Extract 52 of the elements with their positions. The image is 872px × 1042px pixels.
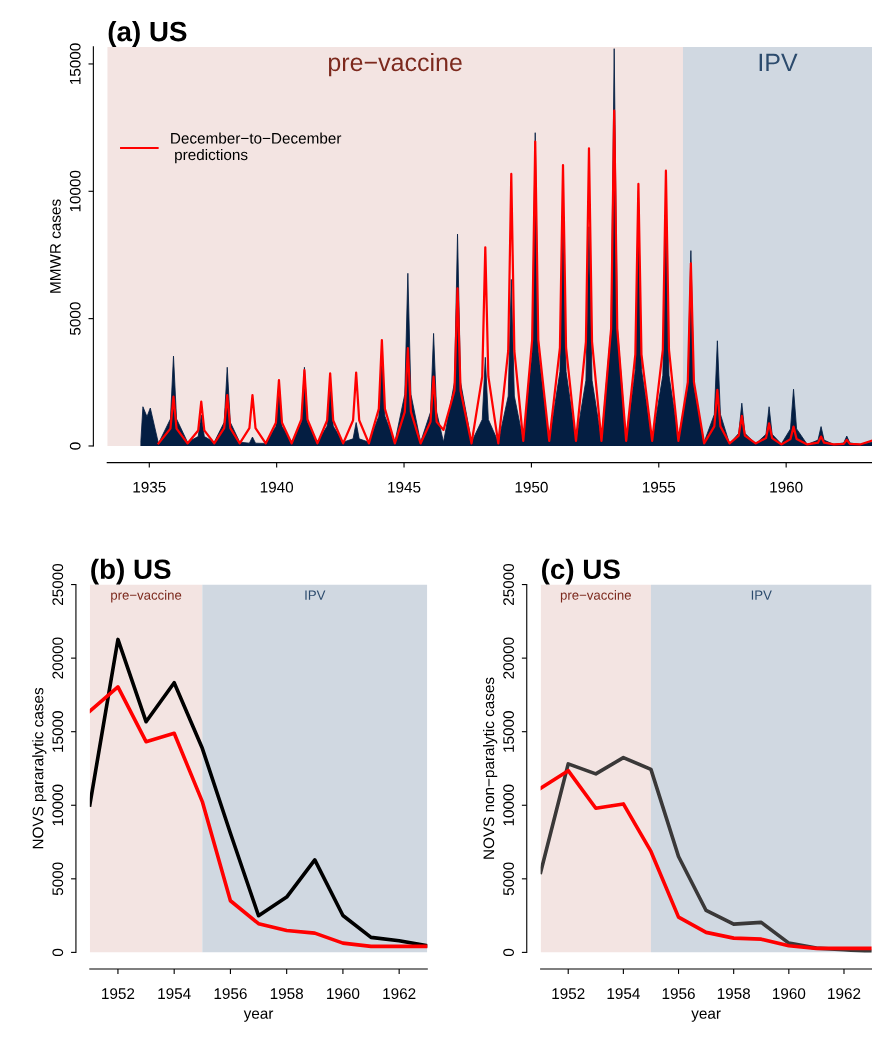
x-tick-label: 1952 [552, 988, 585, 1000]
x-tick-label: 1954 [607, 988, 640, 1000]
x-tick-label: 1962 [828, 988, 861, 1000]
x-tick-label: 1955 [642, 481, 676, 493]
line-series [89, 685, 428, 949]
y-tick-label: 20000 [52, 637, 64, 679]
x-tick-label: 1954 [158, 988, 191, 1000]
x-tick-label: 1945 [388, 481, 421, 493]
band-label: IPV [759, 53, 798, 71]
legend-label: December−to−December predictions [171, 132, 342, 164]
line-series [157, 109, 872, 446]
chart-title: (a) US [108, 21, 187, 47]
x-tick-label: 1950 [515, 481, 548, 493]
y-tick-label: 15000 [503, 711, 515, 752]
x-tick-label: 1962 [383, 988, 416, 1000]
x-tick-label: 1960 [770, 481, 803, 493]
y-tick-label: 25000 [52, 563, 64, 606]
y-tick-label: 0 [69, 442, 81, 450]
y-tick-label: 5000 [503, 862, 515, 896]
y-tick-label: 10000 [503, 784, 515, 826]
y-tick-label: 15000 [52, 711, 64, 752]
band-label: pre−vaccine [111, 590, 182, 603]
y-tick-label: 10000 [69, 170, 81, 212]
x-tick-label: 1958 [270, 988, 303, 1000]
y-tick-label: 0 [52, 948, 64, 957]
y-axis-title: NOVS non−paralytic cases [482, 677, 498, 859]
x-tick-label: 1958 [717, 988, 751, 1000]
x-tick-label: 1956 [214, 988, 247, 1000]
x-tick-label: 1935 [133, 481, 166, 493]
band-label: IPV [305, 590, 326, 600]
x-tick-label: 1956 [662, 988, 695, 1000]
x-axis-title: year [691, 1010, 721, 1022]
y-tick-label: 25000 [503, 563, 515, 606]
line-series [89, 637, 428, 948]
y-tick-label: 5000 [69, 302, 81, 336]
y-tick-label: 0 [503, 948, 515, 957]
band-label: pre−vaccine [560, 590, 631, 603]
chart-title: (c) US [542, 558, 620, 585]
band-label: IPV [751, 590, 772, 600]
y-axis-title: NOVS pararalytic cases [32, 687, 47, 849]
x-tick-label: 1960 [773, 988, 806, 1000]
band-label: pre−vaccine [328, 52, 462, 77]
chart-title: (b) US [91, 558, 171, 585]
x-tick-label: 1952 [102, 988, 135, 1000]
x-axis-title: year [243, 1010, 274, 1022]
x-tick-label: 1960 [327, 988, 360, 1000]
y-tick-label: 5000 [52, 862, 64, 896]
y-tick-label: 20000 [503, 637, 515, 679]
y-axis-title: MMWR cases [50, 199, 61, 293]
y-tick-label: 10000 [52, 784, 64, 826]
y-tick-label: 15000 [69, 43, 81, 85]
x-tick-label: 1940 [260, 481, 294, 493]
